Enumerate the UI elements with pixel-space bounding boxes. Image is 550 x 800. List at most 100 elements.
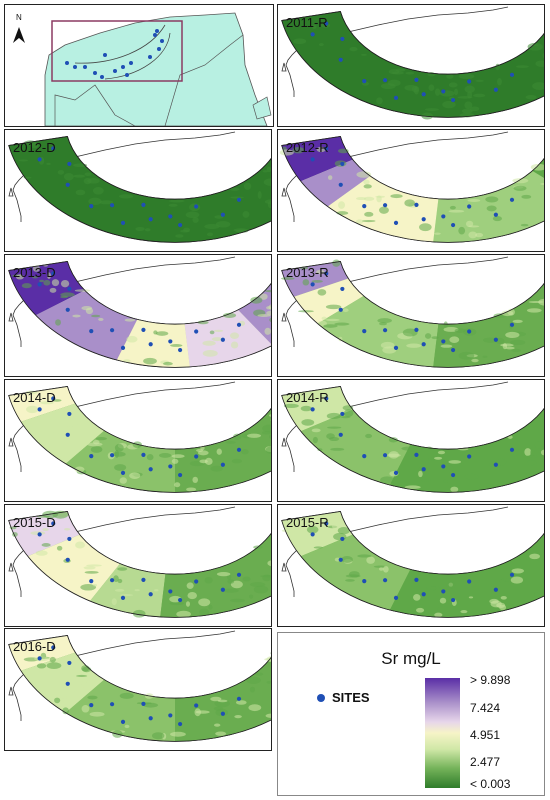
texture-patch bbox=[154, 589, 159, 592]
site-marker bbox=[414, 77, 419, 82]
site-marker bbox=[441, 339, 446, 344]
texture-patch bbox=[525, 94, 537, 100]
site-marker bbox=[393, 345, 399, 350]
texture-patch bbox=[446, 581, 456, 589]
texture-patch bbox=[60, 292, 75, 297]
texture-patch bbox=[51, 279, 60, 287]
texture-patch bbox=[36, 515, 50, 518]
texture-patch bbox=[186, 582, 194, 589]
texture-patch bbox=[533, 44, 539, 47]
texture-patch bbox=[538, 298, 544, 306]
texture-patch bbox=[91, 314, 101, 318]
concentration-zone bbox=[35, 290, 138, 361]
site-marker bbox=[37, 282, 42, 287]
texture-patch bbox=[114, 588, 125, 592]
site-marker bbox=[340, 536, 345, 542]
texture-patch bbox=[366, 556, 375, 564]
site-marker bbox=[310, 32, 315, 37]
texture-patch bbox=[448, 460, 462, 464]
site-marker bbox=[324, 396, 329, 401]
site-marker bbox=[450, 597, 456, 603]
site-marker bbox=[148, 467, 153, 472]
site-marker bbox=[493, 337, 498, 342]
texture-patch bbox=[225, 441, 236, 444]
texture-patch bbox=[534, 591, 539, 598]
texture-patch bbox=[313, 546, 323, 549]
texture-patch bbox=[92, 187, 104, 195]
texture-patch bbox=[535, 60, 544, 67]
texture-patch bbox=[89, 711, 105, 717]
texture-patch bbox=[464, 101, 473, 109]
texture-patch bbox=[32, 276, 38, 279]
map-panel-2015-r: 2015-R bbox=[277, 504, 545, 627]
texture-patch bbox=[18, 159, 29, 162]
texture-patch bbox=[174, 482, 181, 488]
texture-patch bbox=[231, 458, 242, 464]
texture-patch bbox=[230, 196, 245, 199]
texture-patch bbox=[425, 586, 441, 590]
site-marker bbox=[338, 432, 343, 437]
strontium-map bbox=[281, 506, 544, 618]
texture-patch bbox=[413, 86, 419, 95]
texture-patch bbox=[55, 319, 61, 326]
texture-patch bbox=[72, 314, 81, 318]
site-marker bbox=[73, 65, 77, 69]
site-marker bbox=[89, 204, 94, 209]
texture-patch bbox=[505, 331, 520, 339]
site-marker bbox=[129, 61, 133, 65]
site-marker bbox=[450, 347, 456, 353]
texture-patch bbox=[520, 223, 529, 227]
texture-patch bbox=[163, 361, 173, 366]
texture-patch bbox=[458, 73, 475, 80]
texture-patch bbox=[60, 295, 69, 299]
texture-patch bbox=[379, 206, 389, 214]
texture-patch bbox=[249, 594, 254, 599]
texture-patch bbox=[449, 205, 456, 210]
texture-patch bbox=[404, 199, 416, 207]
texture-patch bbox=[434, 612, 443, 618]
texture-patch bbox=[458, 226, 466, 235]
texture-patch bbox=[482, 355, 488, 358]
texture-patch bbox=[468, 231, 478, 239]
texture-patch bbox=[134, 589, 140, 592]
texture-patch bbox=[391, 71, 405, 75]
texture-patch bbox=[46, 662, 62, 669]
site-marker bbox=[89, 329, 94, 334]
texture-patch bbox=[233, 433, 242, 440]
site-marker bbox=[177, 597, 183, 603]
texture-patch bbox=[318, 43, 324, 47]
texture-patch bbox=[229, 187, 240, 191]
site-marker bbox=[168, 464, 173, 469]
legend-tick-3: 4.951 bbox=[470, 728, 501, 742]
texture-patch bbox=[266, 656, 271, 663]
legend-tick-1: > 9.898 bbox=[470, 673, 511, 687]
site-marker bbox=[362, 579, 367, 584]
site-marker bbox=[141, 327, 146, 332]
texture-patch bbox=[356, 171, 372, 178]
site-marker bbox=[51, 396, 56, 401]
texture-patch bbox=[75, 189, 86, 196]
texture-patch bbox=[443, 479, 449, 483]
concentration-zone bbox=[317, 295, 439, 367]
site-marker bbox=[141, 452, 146, 457]
site-marker bbox=[467, 454, 472, 459]
site-marker bbox=[467, 329, 472, 334]
site-marker bbox=[362, 454, 367, 459]
texture-patch bbox=[112, 451, 126, 457]
texture-patch bbox=[434, 456, 443, 460]
texture-patch bbox=[317, 289, 327, 296]
texture-patch bbox=[298, 310, 314, 313]
site-marker bbox=[120, 220, 126, 225]
site-marker bbox=[120, 345, 126, 350]
texture-patch bbox=[390, 194, 403, 199]
texture-patch bbox=[387, 79, 401, 87]
texture-patch bbox=[144, 228, 151, 232]
texture-patch bbox=[460, 610, 468, 614]
legend-tick-5: < 0.003 bbox=[470, 777, 511, 791]
texture-patch bbox=[521, 194, 532, 199]
texture-patch bbox=[448, 82, 458, 88]
site-marker bbox=[51, 271, 56, 276]
strontium-map bbox=[8, 256, 271, 368]
texture-patch bbox=[530, 163, 544, 171]
texture-patch bbox=[176, 610, 191, 618]
